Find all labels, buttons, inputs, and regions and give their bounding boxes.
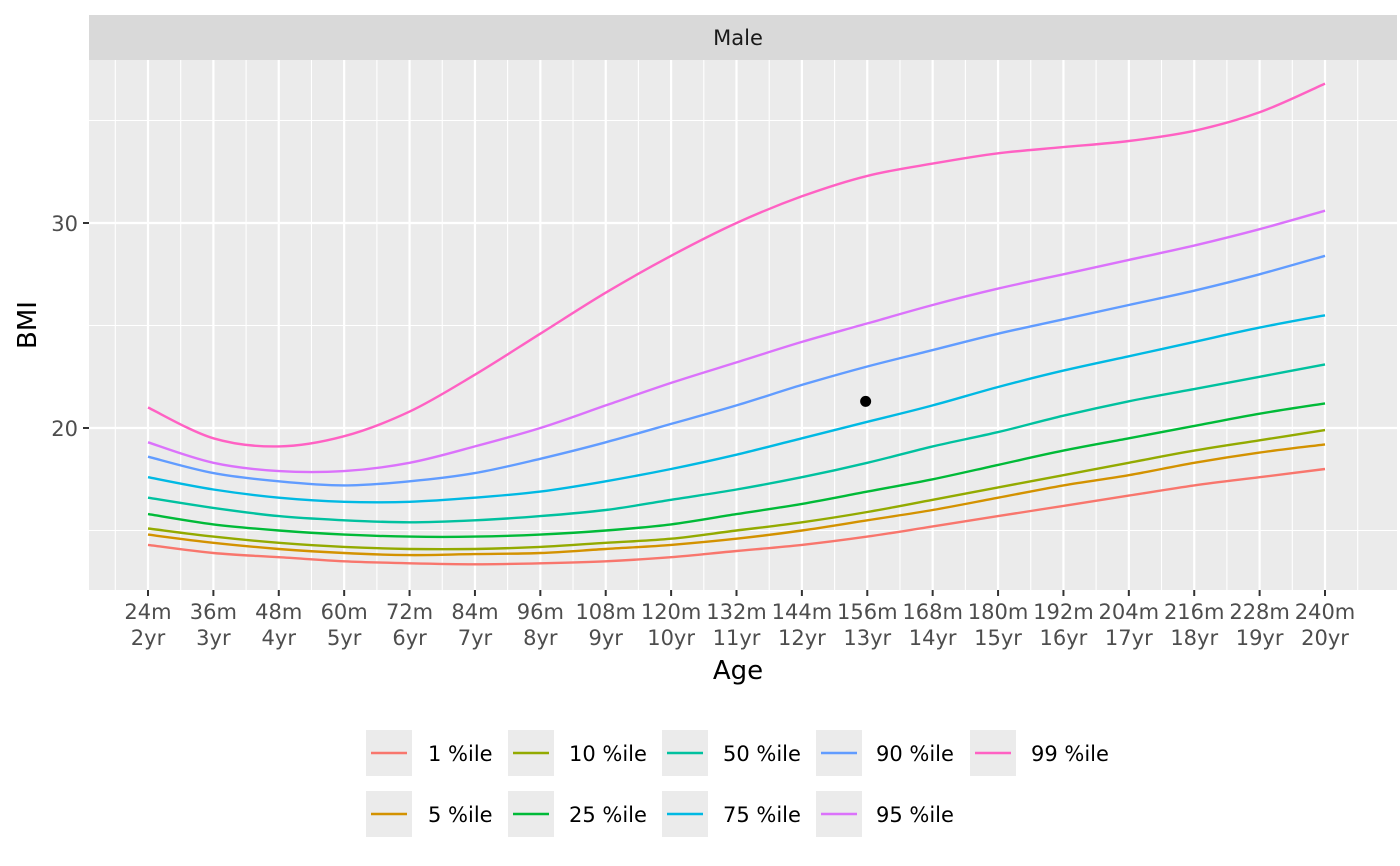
data-point <box>860 395 872 407</box>
series-line-75-ile <box>147 314 1326 504</box>
facet-label: Male <box>713 26 763 50</box>
legend-label: 90 %ile <box>876 742 954 766</box>
series-line-10-ile <box>147 428 1326 551</box>
x-axis: 24m 2yr 36m 3yr 48m 4yr 60m 5yr 72m 6yr 84m 7yr 96m 8… <box>124 590 1355 650</box>
y-tick-label: 30 <box>51 212 78 236</box>
y-tick-label: 20 <box>51 417 78 441</box>
y-axis-title: BMI <box>13 301 43 349</box>
x-tick-label: 84m 7yr <box>451 600 498 650</box>
legend-label: 10 %ile <box>569 742 647 766</box>
x-tick-label: 144m 12yr <box>772 600 833 650</box>
x-tick-label: 60m 5yr <box>321 600 368 650</box>
x-tick-label: 204m 17yr <box>1099 600 1160 650</box>
major-gridlines <box>89 60 1397 590</box>
x-tick-label: 168m 14yr <box>902 600 963 650</box>
x-tick-label: 36m 3yr <box>190 600 237 650</box>
series-line-1-ile <box>147 467 1326 566</box>
x-tick-label: 24m 2yr <box>124 600 171 650</box>
facet-strip <box>89 15 1397 60</box>
legend-label: 95 %ile <box>876 803 954 827</box>
x-tick-label: 192m 16yr <box>1033 600 1094 650</box>
series-line-99-ile <box>147 82 1326 448</box>
x-tick-label: 216m 18yr <box>1164 600 1225 650</box>
x-tick-label: 108m 9yr <box>575 600 636 650</box>
x-tick-label: 180m 15yr <box>968 600 1029 650</box>
series-line-50-ile <box>147 363 1326 524</box>
series-line-5-ile <box>147 443 1326 557</box>
legend-label: 5 %ile <box>428 803 493 827</box>
x-tick-label: 96m 8yr <box>517 600 564 650</box>
x-tick-label: 132m 11yr <box>706 600 767 650</box>
minor-gridlines <box>89 60 1397 590</box>
legend-label: 1 %ile <box>428 742 493 766</box>
data-points <box>860 395 872 407</box>
series-line-25-ile <box>147 402 1326 539</box>
series-line-90-ile <box>147 254 1326 487</box>
x-axis-title: Age <box>713 656 763 686</box>
series-line-95-ile <box>147 209 1326 474</box>
x-tick-label: 240m 20yr <box>1295 600 1356 650</box>
x-tick-label: 48m 4yr <box>255 600 302 650</box>
legend: 1 %ile 5 %ile 10 %ile 25 %ile 50 %ile 75 %ile… <box>366 730 1109 837</box>
legend-label: 25 %ile <box>569 803 647 827</box>
legend-label: 50 %ile <box>723 742 801 766</box>
x-tick-label: 228m 19yr <box>1229 600 1290 650</box>
x-tick-label: 72m 6yr <box>386 600 433 650</box>
percentile-lines <box>147 82 1326 566</box>
legend-label: 75 %ile <box>723 803 801 827</box>
legend-label: 99 %ile <box>1031 742 1109 766</box>
x-tick-label: 156m 13yr <box>837 600 898 650</box>
x-tick-label: 120m 10yr <box>641 600 702 650</box>
